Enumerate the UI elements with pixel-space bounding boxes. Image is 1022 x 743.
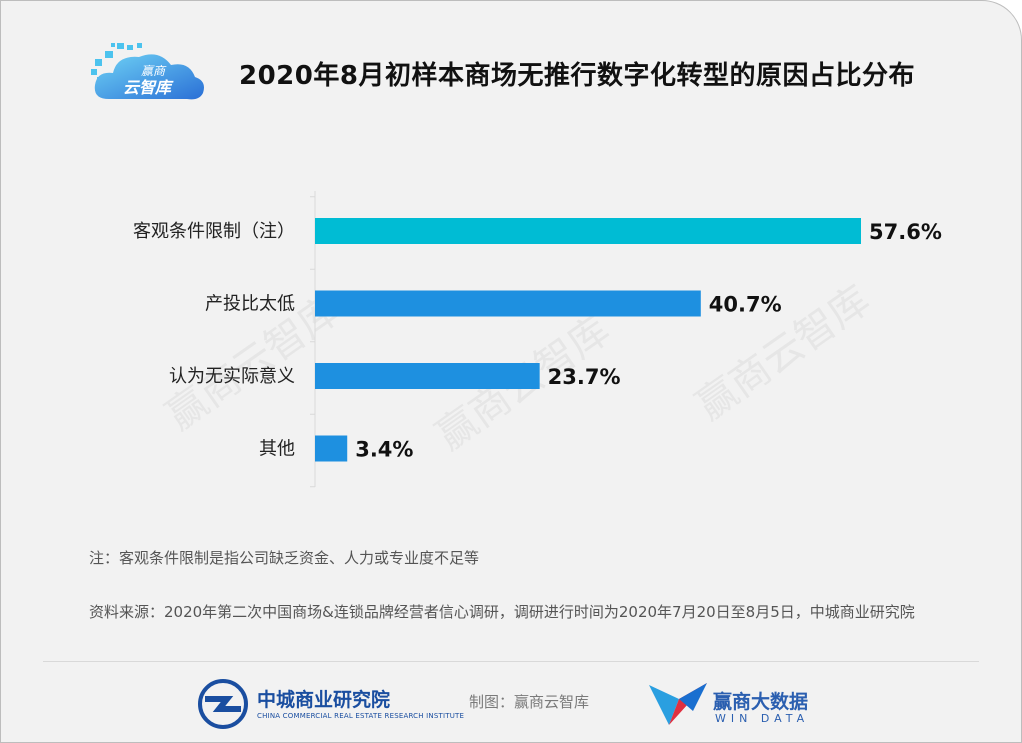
yingshang-cloud-logo: 赢商 云智库 <box>91 43 204 100</box>
value-label: 57.6% <box>869 220 942 244</box>
value-label: 23.7% <box>548 365 621 389</box>
data-source: 资料来源：2020年第二次中国商场&连锁品牌经营者信心调研，调研进行时间为202… <box>89 603 915 621</box>
institute-name-en: CHINA COMMERCIAL REAL ESTATE RESEARCH IN… <box>257 712 465 720</box>
bar <box>315 218 861 244</box>
logo-line2: 云智库 <box>123 78 174 97</box>
bar <box>315 435 348 462</box>
value-label: 3.4% <box>355 438 413 462</box>
windata-logo-icon <box>649 683 707 725</box>
logo-line1: 赢商 <box>141 64 167 78</box>
chart-credit: 制图：赢商云智库 <box>469 693 590 711</box>
footer-divider <box>43 661 979 662</box>
category-label: 其他 <box>259 439 295 460</box>
bar <box>315 363 540 389</box>
brand-name: 赢商大数据 <box>713 691 809 713</box>
chart-title: 2020年8月初样本商场无推行数字化转型的原因占比分布 <box>239 61 915 91</box>
category-label: 产投比太低 <box>205 294 295 315</box>
bar <box>315 290 701 317</box>
institute-name: 中城商业研究院 <box>257 689 391 711</box>
value-label: 40.7% <box>709 293 782 317</box>
institute-logo-icon <box>198 679 248 729</box>
category-label: 认为无实际意义 <box>169 366 295 387</box>
category-label: 客观条件限制（注） <box>133 221 295 242</box>
brand-name-en: WIN DATA <box>715 712 810 725</box>
chart-note: 注：客观条件限制是指公司缺乏资金、人力或专业度不足等 <box>89 549 480 567</box>
bar-chart: 客观条件限制（注） 57.6% 产投比太低 40.7% 认为无实际意义 23.7% 其他 3.… <box>133 191 942 488</box>
